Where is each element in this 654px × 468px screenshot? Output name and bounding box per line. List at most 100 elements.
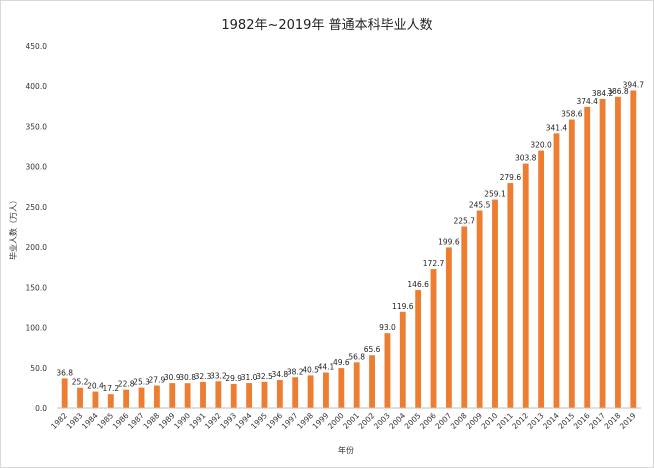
- x-tick-label: 2011: [495, 411, 515, 431]
- y-tick-label: 0.0: [35, 404, 47, 413]
- bar: [123, 389, 130, 408]
- x-tick-label: 2017: [587, 411, 607, 431]
- x-tick-label: 1987: [126, 411, 146, 431]
- bar: [399, 311, 406, 408]
- y-tick-label: 150.0: [26, 283, 48, 292]
- y-axis-label: 毕业人数（万人）: [8, 196, 18, 260]
- bar: [261, 381, 268, 408]
- data-label: 36.8: [56, 368, 73, 377]
- x-tick-label: 1982: [49, 411, 69, 431]
- x-tick-label: 1990: [172, 411, 192, 431]
- data-label: 38.2: [287, 367, 304, 376]
- bar: [615, 96, 621, 409]
- data-label: 259.1: [484, 190, 506, 199]
- chart-title: 1982年~2019年 普通本科毕业人数: [221, 18, 432, 33]
- x-tick-label: 1983: [65, 411, 85, 431]
- data-label: 279.6: [500, 173, 522, 182]
- x-tick-label: 2002: [357, 411, 377, 431]
- data-label: 394.7: [623, 80, 645, 89]
- x-tick-label: 2014: [541, 411, 561, 431]
- bar: [292, 377, 299, 408]
- data-label: 49.6: [333, 358, 350, 367]
- x-tick-label: 1993: [218, 411, 238, 431]
- bar: [276, 380, 283, 408]
- x-tick-label: 1989: [157, 411, 177, 431]
- data-label: 358.6: [561, 110, 583, 119]
- data-label: 225.7: [454, 216, 476, 225]
- y-axis-ticks: 0.0 50.0 100.0 150.0 200.0 250.0 300.0 350.0 400…: [26, 42, 48, 413]
- x-tick-label: 2009: [464, 411, 484, 431]
- data-label: 32.5: [256, 372, 273, 381]
- bar: [445, 247, 452, 408]
- bar-series: [61, 90, 637, 409]
- bar: [553, 133, 560, 408]
- bar: [430, 269, 437, 408]
- x-tick-label: 1997: [280, 411, 300, 431]
- data-label: 40.5: [302, 365, 319, 374]
- x-tick-label: 2001: [341, 411, 361, 431]
- bar: [461, 226, 468, 408]
- y-tick-label: 250.0: [26, 203, 48, 212]
- x-tick-label: 2007: [433, 411, 453, 431]
- x-tick-label: 1998: [295, 411, 315, 431]
- data-label: 30.9: [164, 373, 181, 382]
- x-tick-label: 1996: [264, 411, 284, 431]
- y-tick-label: 300.0: [26, 163, 48, 172]
- data-label: 31.0: [241, 373, 258, 382]
- data-label: 172.7: [423, 259, 445, 268]
- x-tick-label: 1994: [234, 411, 254, 431]
- bar: [476, 210, 483, 408]
- x-tick-label: 2010: [480, 411, 500, 431]
- x-tick-label: 1986: [111, 411, 131, 431]
- data-label: 341.4: [546, 123, 568, 132]
- x-tick-label: 1995: [249, 411, 269, 431]
- bar: [353, 362, 360, 408]
- data-label: 384.2: [592, 89, 614, 98]
- bar: [307, 375, 314, 408]
- bar: [584, 106, 591, 408]
- bar: [630, 90, 637, 408]
- bar: [92, 391, 99, 408]
- data-label: 25.2: [72, 378, 89, 387]
- x-tick-label: 2003: [372, 411, 392, 431]
- data-label: 17.2: [102, 384, 119, 393]
- bar: [599, 98, 606, 409]
- y-tick-label: 200.0: [26, 243, 48, 252]
- x-tick-label: 2016: [572, 411, 592, 431]
- data-label: 25.3: [133, 378, 150, 387]
- data-label: 386.8: [607, 87, 629, 96]
- bar: [77, 387, 83, 408]
- x-tick-label: 2008: [449, 411, 469, 431]
- x-tick-label: 1991: [188, 411, 208, 431]
- x-tick-label: 2000: [326, 411, 346, 431]
- bar: [230, 383, 237, 408]
- data-label: 374.4: [576, 97, 598, 106]
- y-tick-label: 50.0: [30, 364, 47, 373]
- x-tick-label: 2006: [418, 411, 438, 431]
- bar: [184, 383, 191, 408]
- data-label: 32.3: [195, 372, 212, 381]
- bar: [522, 163, 529, 408]
- x-tick-label: 2018: [602, 411, 622, 431]
- data-label: 93.0: [379, 323, 396, 332]
- bar: [492, 199, 498, 408]
- x-axis-label: 年份: [338, 445, 354, 455]
- bar: [169, 383, 176, 408]
- bar: [246, 383, 253, 408]
- y-tick-label: 350.0: [26, 122, 48, 131]
- x-tick-label: 2015: [556, 411, 576, 431]
- bar: [215, 381, 222, 408]
- x-tick-label: 1999: [310, 411, 330, 431]
- bar: [153, 385, 160, 408]
- bar: [138, 387, 145, 408]
- y-tick-label: 100.0: [26, 324, 48, 333]
- bar: [415, 290, 422, 408]
- x-tick-label: 2019: [618, 411, 638, 431]
- x-tick-label: 2013: [526, 411, 546, 431]
- data-label: 245.5: [469, 201, 491, 210]
- bar: [200, 382, 206, 408]
- data-label: 20.4: [87, 382, 104, 391]
- y-tick-label: 450.0: [26, 42, 48, 51]
- data-label: 65.6: [364, 345, 381, 354]
